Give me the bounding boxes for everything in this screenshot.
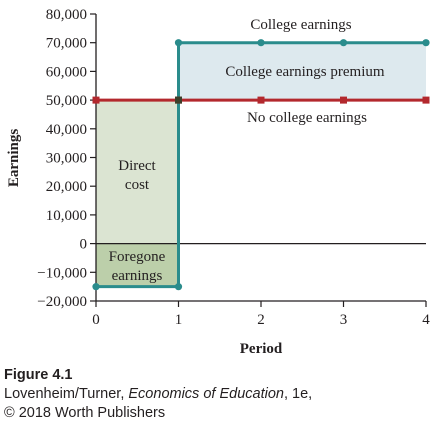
y-tick-label: 70,000 <box>46 36 87 52</box>
x-tick-label: 4 <box>422 312 430 328</box>
no-college-earnings-point <box>340 96 347 104</box>
y-axis-label: Earnings <box>6 129 22 188</box>
region-2 <box>96 243 179 287</box>
edition: , 1e, <box>283 386 313 402</box>
college-earnings-point <box>92 283 100 291</box>
y-tick-label: 20,000 <box>46 179 87 195</box>
y-tick-label: −10,000 <box>37 265 87 281</box>
y-tick-label: 10,000 <box>46 208 87 224</box>
axes <box>90 13 427 307</box>
figure-number: Figure 4.1 <box>4 367 73 383</box>
shaded-regions <box>96 42 426 287</box>
figure-caption: Figure 4.1 Lovenheim/Turner, Economics o… <box>4 366 429 423</box>
y-tick-label: −20,000 <box>37 294 87 310</box>
copyright: © 2018 Worth Publishers <box>4 405 166 421</box>
no-college-earnings-point <box>257 96 265 104</box>
series-markers <box>92 39 430 291</box>
premium-label: College earnings premium <box>225 64 384 80</box>
college-earnings-line <box>96 41 426 289</box>
y-tick-label: 80,000 <box>46 7 87 23</box>
region-1 <box>96 100 179 244</box>
x-tick-label: 0 <box>92 312 100 328</box>
source-line: Lovenheim/Turner, Economics of Education… <box>4 385 429 404</box>
x-tick-label: 1 <box>175 312 183 328</box>
y-tick-label: 30,000 <box>46 151 87 167</box>
tick-labels: −20,000 −10,000 0 10,000 20,000 30,000 40,000 5… <box>37 7 430 328</box>
authors: Lovenheim/Turner, <box>4 386 129 402</box>
foregone-label-line1: Foregone <box>109 249 166 265</box>
no-college-earnings-point <box>422 96 430 104</box>
college-earnings-point <box>422 39 430 47</box>
direct-cost-label-line2: cost <box>125 177 150 193</box>
college-earnings-label: College earnings <box>250 17 351 33</box>
direct-cost-label-line1: Direct <box>118 158 156 174</box>
intersection-point <box>175 96 182 104</box>
region-0 <box>178 42 426 101</box>
y-tick-label: 40,000 <box>46 122 87 138</box>
foregone-label-line2: earnings <box>112 268 163 284</box>
no-college-earnings-point <box>92 96 100 104</box>
no-college-earnings-label: No college earnings <box>247 110 367 126</box>
college-earnings-point <box>174 39 183 47</box>
y-tick-label: 60,000 <box>46 64 87 80</box>
y-tick-label: 0 <box>80 237 88 253</box>
college-earnings-point <box>257 39 265 47</box>
x-tick-label: 3 <box>340 312 348 328</box>
x-tick-label: 2 <box>257 312 265 328</box>
college-earnings-point <box>174 283 183 291</box>
y-tick-label: 50,000 <box>46 93 87 109</box>
x-axis-label: Period <box>240 341 283 357</box>
college-earnings-point <box>339 39 348 47</box>
book-title: Economics of Education <box>128 386 284 402</box>
earnings-chart: −20,000 −10,000 0 10,000 20,000 30,000 40,000 5… <box>6 7 430 357</box>
